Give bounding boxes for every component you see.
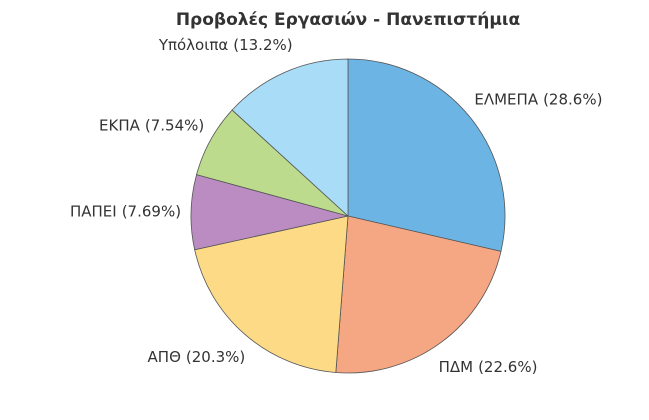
- slice-category: ΕΚΠΑ: [99, 116, 141, 134]
- pie-slice: [231, 58, 349, 217]
- slice-value-label: (28.6%): [543, 90, 602, 108]
- slice-label: ΕΛΜΕΠΑ (28.6%): [474, 90, 602, 108]
- pie-slice: [347, 58, 506, 252]
- slice-label: ΠΑΠΕΙ (7.69%): [70, 202, 181, 220]
- pie-slice: [194, 215, 349, 373]
- slice-value-label: (20.3%): [186, 348, 245, 366]
- slice-label: ΠΔΜ (22.6%): [439, 357, 538, 375]
- slice-category: ΕΛΜΕΠΑ: [474, 90, 538, 108]
- slice-category: ΠΔΜ: [439, 357, 473, 375]
- slice-category: ΠΑΠΕΙ: [70, 202, 117, 220]
- slice-value-label: (22.6%): [478, 357, 537, 375]
- slice-label: Υπόλοιπα (13.2%): [158, 35, 293, 53]
- pie-slice: [335, 215, 502, 374]
- slice-value-label: (7.69%): [122, 202, 181, 220]
- slice-value-label: (13.2%): [233, 35, 292, 53]
- slice-category: ΑΠΘ: [148, 348, 181, 366]
- slice-label: ΕΚΠΑ (7.54%): [99, 116, 204, 134]
- slice-category: Υπόλοιπα: [158, 35, 229, 53]
- slice-value-label: (7.54%): [145, 116, 204, 134]
- slice-label: ΑΠΘ (20.3%): [148, 348, 246, 366]
- chart-title: Προβολές Εργασιών - Πανεπιστήμια: [176, 10, 520, 30]
